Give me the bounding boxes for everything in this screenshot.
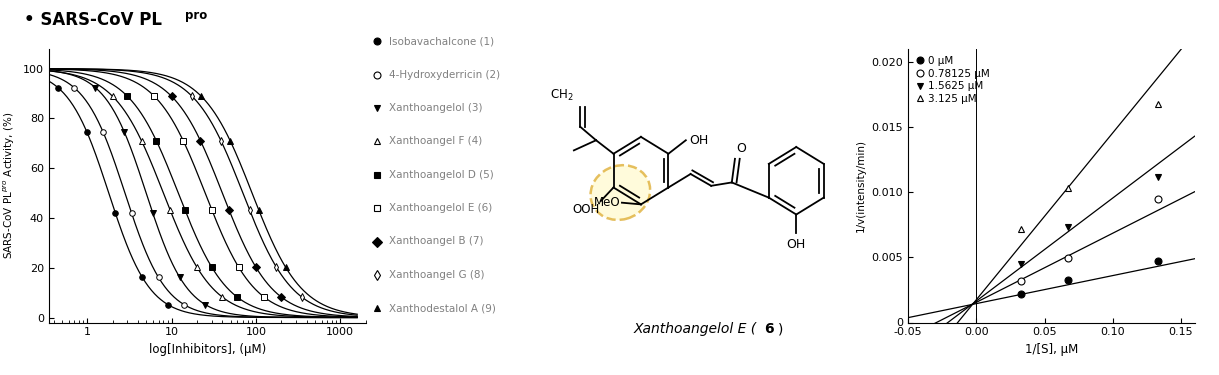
Text: Xanthoangel B (7): Xanthoangel B (7) bbox=[389, 237, 484, 246]
Legend: 0 μM, 0.78125 μM, 1.5625 μM, 3.125 μM: 0 μM, 0.78125 μM, 1.5625 μM, 3.125 μM bbox=[913, 54, 992, 106]
Text: Xanthoangel F (4): Xanthoangel F (4) bbox=[389, 136, 482, 146]
Text: ): ) bbox=[778, 322, 783, 336]
Text: • SARS-CoV PL: • SARS-CoV PL bbox=[24, 11, 162, 29]
Text: OOH: OOH bbox=[572, 202, 600, 216]
Text: Xanthoangelol E (: Xanthoangelol E ( bbox=[633, 322, 757, 336]
Y-axis label: 1/v(intensity/min): 1/v(intensity/min) bbox=[856, 139, 865, 232]
X-axis label: log[Inhibitors], (μM): log[Inhibitors], (μM) bbox=[149, 343, 266, 356]
Ellipse shape bbox=[590, 165, 650, 220]
Text: Xanthoangelol (3): Xanthoangelol (3) bbox=[389, 103, 483, 113]
Text: CH$_2$: CH$_2$ bbox=[550, 88, 574, 103]
Text: Xanthoangelol D (5): Xanthoangelol D (5) bbox=[389, 170, 494, 180]
Y-axis label: SARS-CoV PL$^{pro}$ Activity, (%): SARS-CoV PL$^{pro}$ Activity, (%) bbox=[2, 112, 17, 260]
Text: 6: 6 bbox=[764, 322, 774, 336]
Text: MeO: MeO bbox=[594, 196, 620, 209]
Text: pro: pro bbox=[185, 9, 207, 22]
Text: OH: OH bbox=[786, 238, 806, 251]
Text: 4-Hydroxyderricin (2): 4-Hydroxyderricin (2) bbox=[389, 70, 500, 80]
Text: Isobavachalcone (1): Isobavachalcone (1) bbox=[389, 36, 494, 46]
Text: O: O bbox=[736, 142, 746, 155]
Text: OH: OH bbox=[689, 134, 708, 147]
Text: Xanthodestalol A (9): Xanthodestalol A (9) bbox=[389, 303, 496, 313]
X-axis label: 1/[S], μM: 1/[S], μM bbox=[1025, 343, 1078, 356]
Text: Xanthoangelol E (6): Xanthoangelol E (6) bbox=[389, 203, 492, 213]
Text: Xanthoangel G (8): Xanthoangel G (8) bbox=[389, 270, 484, 280]
